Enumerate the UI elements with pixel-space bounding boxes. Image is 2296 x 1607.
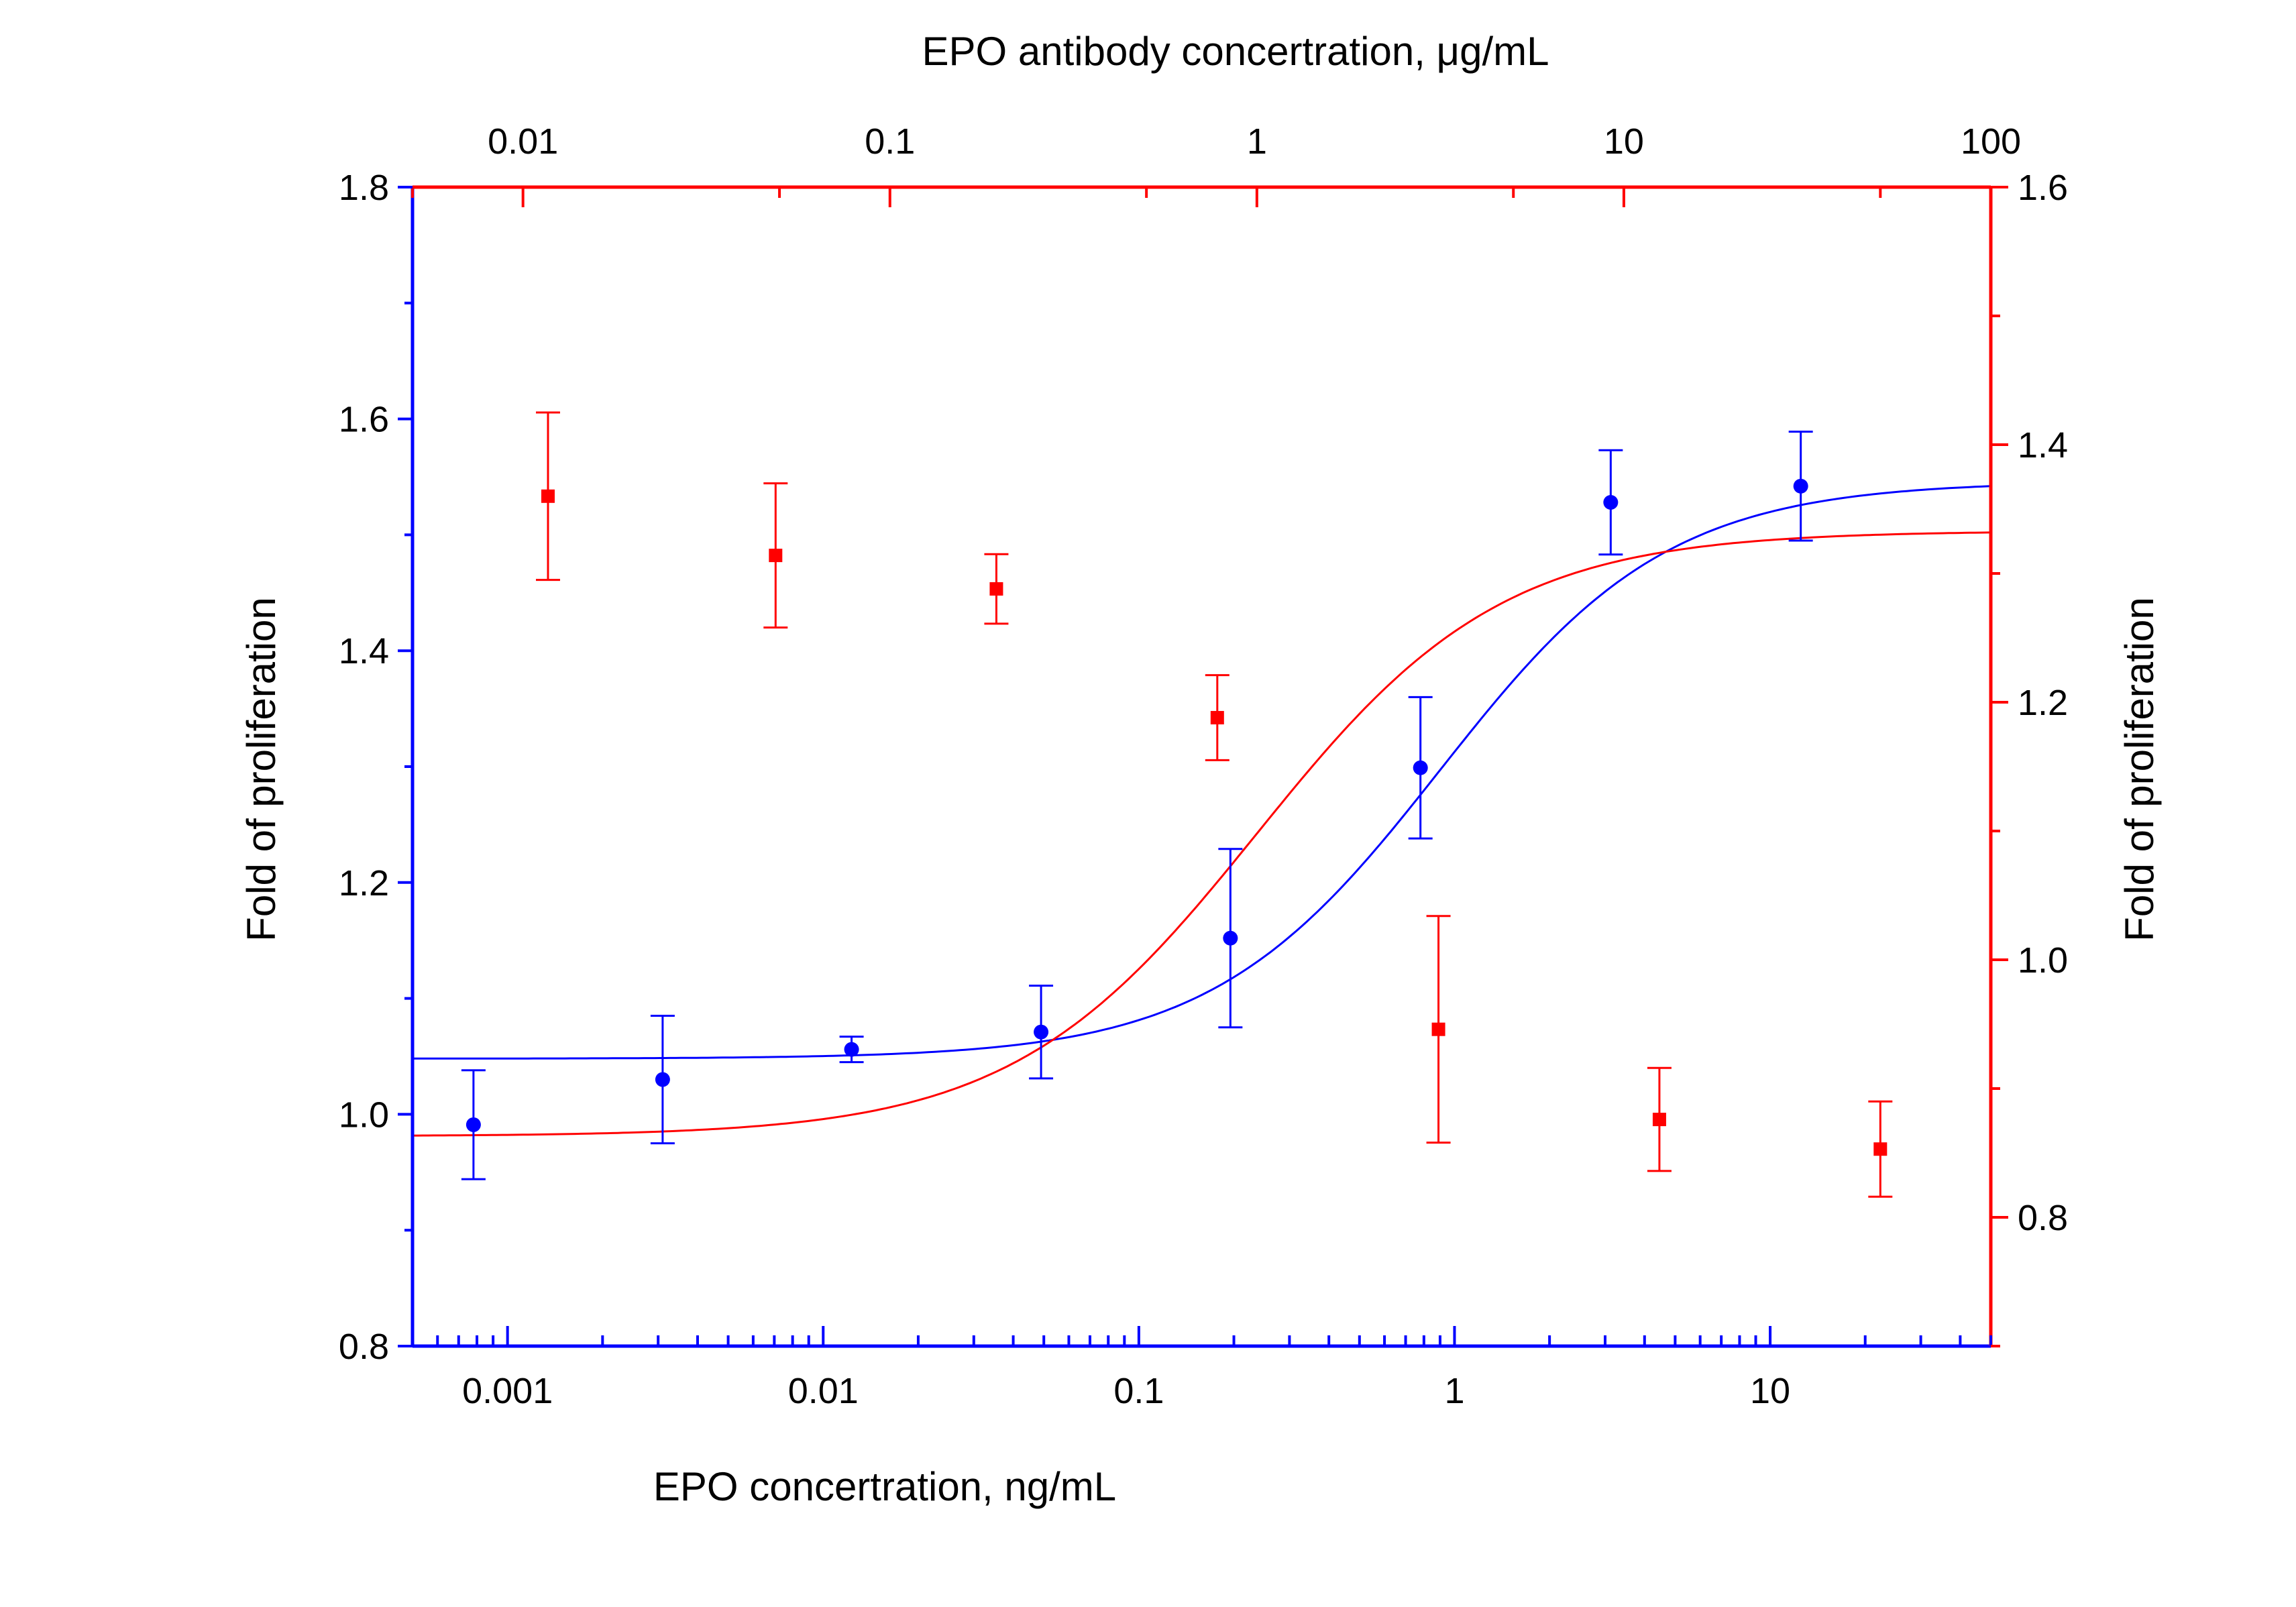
fit-curve-epo [413, 485, 1991, 1060]
top-axis-tick-label: 0.01 [488, 121, 558, 162]
bottom-axis-tick-label: 10 [1750, 1371, 1790, 1411]
data-point-circle [466, 1117, 481, 1132]
top-axis-tick-label: 10 [1604, 121, 1644, 162]
top-axis-tick-label: 0.1 [865, 121, 915, 162]
left-axis-tick-label: 1.4 [339, 631, 389, 671]
left-axis-tick-label: 1.2 [339, 863, 389, 903]
data-point-circle [655, 1072, 670, 1087]
left-axis-tick-label: 0.8 [339, 1327, 389, 1367]
data-point-circle [1603, 495, 1619, 510]
data-point-circle [844, 1042, 859, 1057]
data-point-circle [1793, 478, 1808, 494]
data-point-square [769, 549, 783, 563]
top-axis-title: EPO antibody concertration, μg/mL [922, 29, 1549, 74]
right-axis-tick-label: 1.0 [2018, 940, 2068, 981]
data-point-square [541, 489, 555, 503]
left-axis-tick-label: 1.6 [339, 400, 389, 440]
bottom-axis-title: EPO concertration, ng/mL [653, 1464, 1116, 1509]
top-axis-tick-label: 100 [1961, 121, 2021, 162]
right-axis-tick-label: 1.2 [2018, 683, 2068, 723]
right-axis-tick-label: 0.8 [2018, 1198, 2068, 1238]
fit-curves [413, 485, 1991, 1137]
left-axis-tick-label: 1.8 [339, 168, 389, 208]
right-axis-tick-label: 1.4 [2018, 425, 2068, 465]
fit-curve-antibody [413, 531, 1991, 1137]
axes: 0.001 0.01 0.1 1 10 0.01 0.1 1 10 100 0.8 1.0 1.2 1.4… [339, 121, 2068, 1411]
right-axis-title: Fold of proliferation [2117, 597, 2162, 942]
data-point-circle [1413, 760, 1428, 775]
data-point-square [1652, 1113, 1666, 1127]
data-point-square [1431, 1022, 1445, 1036]
data-point-square [989, 582, 1003, 596]
left-axis-title: Fold of proliferation [239, 597, 284, 942]
right-axis-tick-label: 1.6 [2018, 168, 2068, 208]
data-point-circle [1223, 930, 1238, 946]
bottom-axis-tick-label: 0.01 [788, 1371, 859, 1411]
data-point-square [1210, 711, 1224, 725]
data-point-circle [1034, 1024, 1049, 1040]
data-point-square [1873, 1142, 1888, 1156]
data-points [461, 411, 1893, 1198]
bottom-axis-tick-label: 1 [1444, 1371, 1464, 1411]
bottom-axis-tick-label: 0.001 [462, 1371, 553, 1411]
left-axis-tick-label: 1.0 [339, 1095, 389, 1135]
bottom-axis-tick-label: 0.1 [1113, 1371, 1164, 1411]
top-axis-tick-label: 1 [1247, 121, 1267, 162]
